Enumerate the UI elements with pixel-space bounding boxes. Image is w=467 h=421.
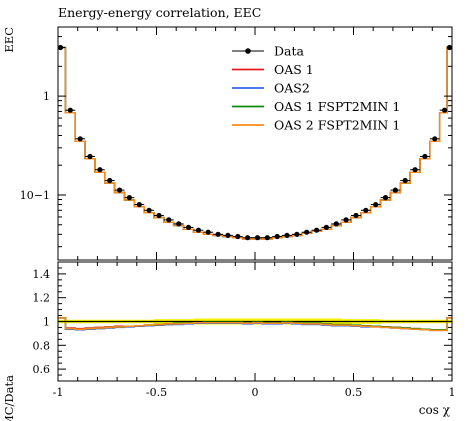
main-axis-ticks: 1 10−1 — [20, 26, 453, 260]
legend-entry-oas-1-fspt2min-1: OAS 1 FSPT2MIN 1 — [232, 99, 400, 114]
data-point — [442, 107, 448, 113]
data-point — [343, 217, 349, 223]
legend-entry-data: Data — [232, 44, 304, 59]
data-point — [432, 136, 438, 142]
data-point — [225, 232, 231, 238]
data-point — [176, 221, 182, 227]
legend-label: Data — [274, 44, 304, 59]
data-point — [363, 207, 369, 213]
main-ylabel: EEC — [2, 27, 16, 53]
ratio-series-group — [58, 317, 452, 332]
data-point — [146, 207, 152, 213]
data-point — [77, 136, 83, 142]
data-point — [264, 235, 270, 241]
ratio-ylabel: MC/Data — [2, 375, 16, 421]
data-point — [274, 233, 280, 240]
data-point — [245, 235, 251, 241]
x-tick-label: 1 — [449, 386, 456, 399]
data-point — [422, 153, 428, 160]
x-axis-label: cos χ — [419, 403, 451, 417]
y-tick-label: 1 — [43, 90, 50, 103]
data-point — [353, 212, 359, 219]
legend-label: OAS 1 — [274, 62, 314, 77]
ratio-line-oas-2-fspt2min-1 — [58, 317, 452, 332]
chart-title: Energy-energy correlation, EEC — [58, 5, 261, 20]
data-point — [205, 229, 211, 235]
ratio-plot-panel: 0.6 0.8 1 1.2 1.4 -1 -0.5 0 0.5 1 — [33, 261, 456, 399]
series-line-oas2 — [58, 46, 452, 240]
data-point — [294, 231, 300, 237]
data-point — [126, 195, 132, 201]
series-line-oas-2-fspt2min-1 — [58, 46, 452, 240]
data-point — [97, 167, 103, 173]
data-point — [117, 187, 123, 193]
ratio-y-tick-label: 1.2 — [33, 292, 51, 305]
data-point — [67, 107, 73, 113]
main-plot-panel: 1 10−1 — [20, 26, 453, 261]
data-point — [235, 233, 241, 240]
legend-entry-oas-2-fspt2min-1: OAS 2 FSPT2MIN 1 — [232, 118, 400, 133]
data-point — [195, 227, 201, 233]
data-point — [304, 229, 310, 235]
data-point — [402, 177, 408, 184]
data-point — [215, 231, 221, 237]
data-point — [284, 232, 290, 238]
x-tick-label: 0.5 — [345, 386, 363, 399]
y-tick-label: 10−1 — [20, 189, 50, 202]
data-point — [87, 153, 93, 160]
data-point — [392, 187, 398, 193]
data-point — [107, 177, 113, 184]
legend-entry-oas-1: OAS 1 — [232, 62, 314, 77]
legend-marker — [245, 48, 251, 54]
data-point — [314, 227, 320, 233]
ratio-y-tick-label: 1.4 — [33, 268, 51, 281]
ratio-y-tick-label: 0.6 — [33, 363, 51, 376]
data-point — [254, 235, 261, 241]
series-line-oas-1 — [58, 46, 452, 240]
data-point — [382, 195, 389, 201]
data-point — [185, 224, 192, 230]
main-plot-frame — [57, 26, 453, 261]
x-tick-label: -0.5 — [146, 386, 167, 399]
series-line-oas-1-fspt2min-1 — [58, 46, 452, 240]
legend-label: OAS 1 FSPT2MIN 1 — [274, 99, 400, 114]
data-point — [333, 221, 339, 227]
data-point — [166, 217, 172, 223]
legend-label: OAS 2 FSPT2MIN 1 — [274, 118, 400, 133]
data-point — [156, 212, 162, 219]
data-point — [373, 202, 379, 208]
data-points-group — [57, 44, 453, 241]
legend-label: OAS2 — [274, 81, 310, 96]
legend: Data OAS 1 OAS2 OAS 1 FSPT2MIN 1 OAS 2 FSPT2… — [232, 44, 400, 133]
data-point — [136, 202, 142, 208]
x-tick-label: -1 — [53, 386, 64, 399]
x-tick-label: 0 — [252, 386, 259, 399]
legend-entry-oas2: OAS2 — [232, 81, 310, 96]
data-point — [323, 224, 329, 230]
main-series-group — [58, 46, 452, 240]
ratio-y-tick-label: 1 — [43, 316, 50, 329]
ratio-axis-ticks: 0.6 0.8 1 1.2 1.4 -1 -0.5 0 0.5 1 — [33, 261, 456, 399]
ratio-y-tick-label: 0.8 — [33, 339, 51, 352]
data-point — [412, 167, 418, 173]
